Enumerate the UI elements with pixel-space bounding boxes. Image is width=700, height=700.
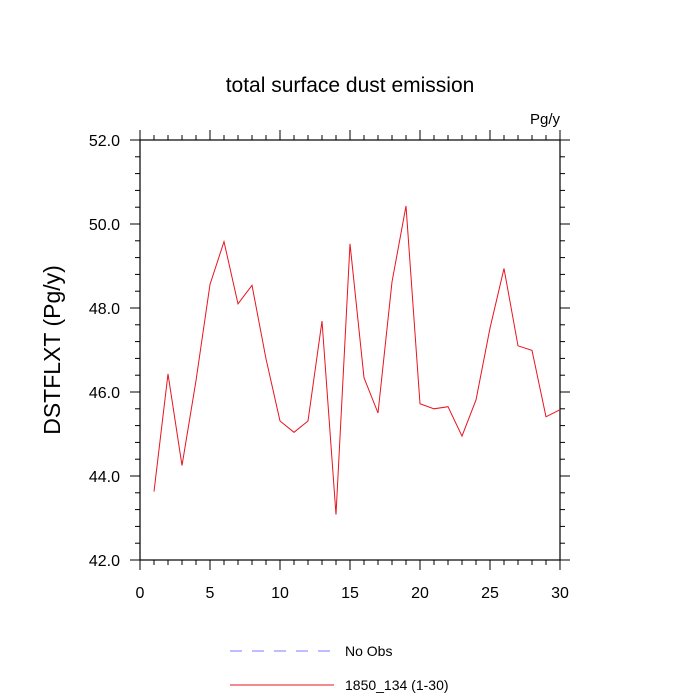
x-tick-label: 0 <box>136 585 145 602</box>
y-tick-label: 44.0 <box>89 469 120 486</box>
plot-frame <box>139 139 561 561</box>
series-layer <box>153 205 561 515</box>
x-tick-label: 10 <box>271 585 289 602</box>
chart-title: total surface dust emission <box>226 74 475 97</box>
legend-label: 1850_134 (1-30) <box>345 677 449 693</box>
y-axis: 42.0 44.0 46.0 48.0 50.0 52.0 <box>89 133 570 570</box>
y-axis-label: DSTFLXT (Pg/y) <box>39 265 65 435</box>
legend-label: No Obs <box>345 643 392 659</box>
x-tick-label: 20 <box>411 585 429 602</box>
y-tick-label: 48.0 <box>89 301 120 318</box>
series-line <box>153 205 561 515</box>
units-label: Pg/y <box>530 111 561 128</box>
x-tick-label: 25 <box>481 585 499 602</box>
y-tick-label: 46.0 <box>89 385 120 402</box>
y-tick-label: 50.0 <box>89 217 120 234</box>
x-tick-label: 5 <box>206 585 215 602</box>
legend: No Obs 1850_134 (1-30) <box>230 643 449 693</box>
y-tick-label: 52.0 <box>89 133 120 150</box>
x-tick-label: 30 <box>551 585 569 602</box>
y-tick-label: 42.0 <box>89 553 120 570</box>
x-axis: 0 5 10 15 20 25 30 <box>136 130 569 602</box>
x-tick-label: 15 <box>341 585 359 602</box>
plot-area <box>139 139 561 561</box>
